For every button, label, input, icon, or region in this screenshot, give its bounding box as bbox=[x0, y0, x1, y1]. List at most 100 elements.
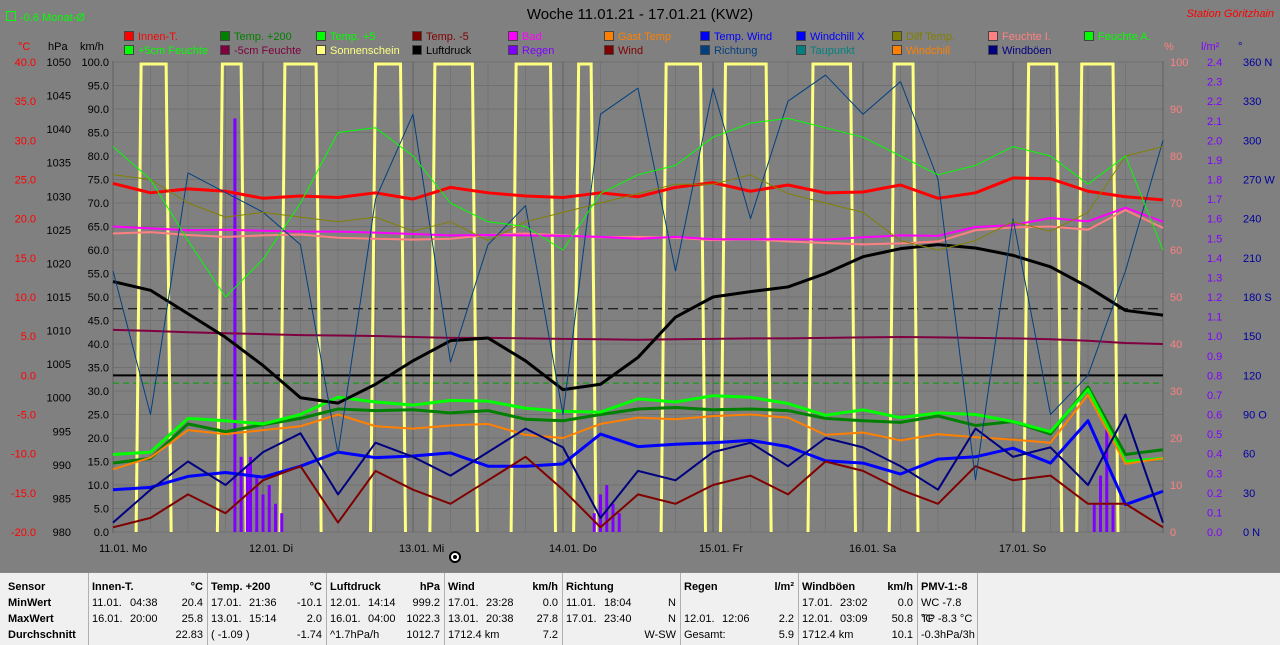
footer-cell: 999.2 bbox=[412, 597, 440, 609]
tick-label-hpa: 1010 bbox=[47, 326, 71, 338]
legend-item[interactable]: Windchill bbox=[892, 45, 950, 58]
footer-cell: 1712.4 km bbox=[802, 629, 854, 641]
legend-swatch bbox=[316, 31, 326, 41]
legend-item[interactable]: Temp. -5 bbox=[412, 31, 469, 44]
legend-item[interactable]: Regen bbox=[508, 45, 554, 58]
tick-label-celsius: -5.0 bbox=[17, 410, 36, 422]
tick-label-percent: 90 bbox=[1170, 104, 1182, 116]
tick-label-kmh: 15.0 bbox=[88, 457, 109, 469]
tick-label-x: 15.01. Fr bbox=[699, 543, 743, 555]
footer-column: Windböen km/h 17.01. 23:02 0.0 12.01. 03:09 50.… bbox=[798, 573, 918, 645]
legend-item[interactable]: Gast Temp bbox=[604, 31, 671, 44]
legend-swatch bbox=[700, 45, 710, 55]
legend-swatch bbox=[508, 31, 518, 41]
tick-label-kmh: 25.0 bbox=[88, 410, 109, 422]
tick-label-lm2: 2.1 bbox=[1207, 116, 1222, 128]
header-bar: -0.6 Monat-Ø Woche 11.01.21 - 17.01.21 (… bbox=[0, 0, 1280, 62]
footer-head: Windböen bbox=[802, 581, 856, 593]
tick-label-lm2: 2.2 bbox=[1207, 96, 1222, 108]
series-line bbox=[112, 74, 1164, 481]
legend-swatch bbox=[892, 31, 902, 41]
tick-label-hpa: 1015 bbox=[47, 292, 71, 304]
footer-cell: 2.0 bbox=[306, 613, 322, 625]
footer-column: Temp. +200 °C 17.01. 21:36 -10.1 13.01. 15:14 2… bbox=[207, 573, 327, 645]
sunshine-block bbox=[1022, 62, 1064, 533]
footer-cell: 23:28 bbox=[486, 597, 514, 609]
footer-row-label: Durchschnitt bbox=[8, 629, 76, 641]
tick-label-lm2: 0.5 bbox=[1207, 429, 1222, 441]
legend-item[interactable]: Richtung bbox=[700, 45, 757, 58]
footer-head: Wind bbox=[448, 581, 475, 593]
tick-label-lm2: 1.9 bbox=[1207, 155, 1222, 167]
tick-label-x: 11.01. Mo bbox=[99, 543, 147, 555]
axis-header-percent: % bbox=[1164, 41, 1174, 53]
footer-cell: 22.83 bbox=[175, 629, 203, 641]
footer-row-label: Sensor bbox=[8, 581, 46, 593]
tick-label-deg: 0 N bbox=[1243, 527, 1260, 539]
legend-item[interactable]: Innen-T. bbox=[124, 31, 178, 44]
checkbox-icon[interactable] bbox=[6, 11, 16, 21]
footer-cell: 1022.3 bbox=[406, 613, 440, 625]
footer-cell: 10.1 bbox=[891, 629, 913, 641]
footer-unit: l/m² bbox=[774, 581, 794, 593]
legend-item[interactable]: Feuchte I. bbox=[988, 31, 1051, 44]
footer-cell: 11.01. bbox=[566, 597, 596, 609]
tick-label-lm2: 0.4 bbox=[1207, 449, 1222, 461]
footer-cell: 23:02 bbox=[840, 597, 868, 609]
legend-swatch bbox=[124, 45, 134, 55]
footer-cell: 23:40 bbox=[604, 613, 632, 625]
footer-cell: -10.1 bbox=[296, 597, 322, 609]
series-line bbox=[112, 387, 1164, 463]
footer-head: Temp. +200 bbox=[211, 581, 271, 593]
legend-item[interactable]: Diff Temp. bbox=[892, 31, 955, 44]
legend-item[interactable]: Temp. Wind bbox=[700, 31, 772, 44]
footer-column: Luftdruck hPa 12.01. 14:14 999.2 16.01. 04:00 1… bbox=[326, 573, 445, 645]
tick-label-percent: 40 bbox=[1170, 339, 1182, 351]
footer-cell: 0.0 bbox=[897, 597, 913, 609]
legend-label: Windchill X bbox=[810, 31, 865, 43]
tick-label-celsius: 15.0 bbox=[15, 253, 36, 265]
footer-cell: ( -1.09 ) bbox=[211, 629, 250, 641]
tick-label-percent: 30 bbox=[1170, 386, 1182, 398]
legend-item[interactable]: Luftdruck bbox=[412, 45, 471, 58]
footer-cell: 18:04 bbox=[604, 597, 632, 609]
tick-label-lm2: 1.5 bbox=[1207, 233, 1222, 245]
legend-swatch bbox=[220, 45, 230, 55]
tick-label-hpa: 1005 bbox=[47, 359, 71, 371]
cursor-marker-dot bbox=[453, 555, 457, 559]
series-line bbox=[112, 385, 1164, 465]
legend-item[interactable]: Windchill X bbox=[796, 31, 864, 44]
page-title: Woche 11.01.21 - 17.01.21 (KW2) bbox=[526, 6, 754, 23]
footer-unit: km/h bbox=[532, 581, 558, 593]
legend-swatch bbox=[892, 45, 902, 55]
tick-label-kmh: 100.0 bbox=[81, 57, 109, 69]
tick-label-lm2: 0.2 bbox=[1207, 488, 1222, 500]
footer-row-label: MinWert bbox=[8, 597, 52, 609]
tick-label-lm2: 1.3 bbox=[1207, 272, 1222, 284]
series-line bbox=[112, 146, 1164, 251]
tick-label-hpa: 980 bbox=[53, 527, 71, 539]
footer-cell: 5.9 bbox=[778, 629, 794, 641]
legend-item[interactable]: +5cm Feuchte bbox=[124, 45, 208, 58]
footer-column: Regen l/m² 12.01. 12:06 2.2 Gesamt: 5.9 bbox=[680, 573, 799, 645]
footer-cell: WC -7.8 °C bbox=[921, 597, 962, 625]
legend-item[interactable]: Temp. +5 bbox=[316, 31, 376, 44]
tick-label-kmh: 55.0 bbox=[88, 269, 109, 281]
legend-item[interactable]: Taupunkt bbox=[796, 45, 855, 58]
legend-item[interactable]: Sonnenschein bbox=[316, 45, 400, 58]
legend-item[interactable]: Temp. +200 bbox=[220, 31, 292, 44]
legend-item[interactable]: Windböen bbox=[988, 45, 1052, 58]
footer-cell: 17.01. bbox=[802, 597, 833, 609]
tick-label-x: 16.01. Sa bbox=[849, 543, 897, 555]
tick-label-x: 17.01. So bbox=[999, 543, 1046, 555]
rain-bar bbox=[599, 494, 602, 532]
legend-label: Feuchte A. bbox=[1098, 31, 1151, 43]
tick-label-hpa: 1050 bbox=[47, 57, 71, 69]
legend-item[interactable]: Wind bbox=[604, 45, 643, 58]
legend-item[interactable]: Bad bbox=[508, 31, 542, 44]
legend-item[interactable]: -5cm Feuchte bbox=[220, 45, 301, 58]
tick-label-celsius: 0.0 bbox=[21, 370, 36, 382]
footer-cell: ^1.7hPa/h bbox=[330, 629, 380, 641]
footer-cell: 17.01. bbox=[566, 613, 597, 625]
legend-item[interactable]: Feuchte A. bbox=[1084, 31, 1151, 44]
